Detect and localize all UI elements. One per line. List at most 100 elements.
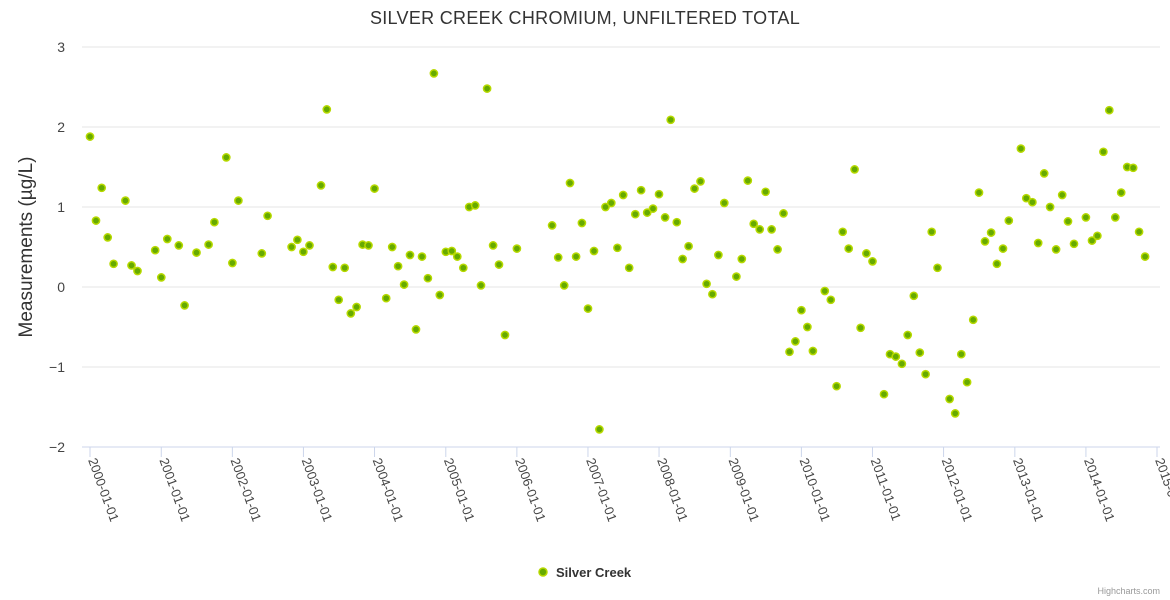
data-point[interactable] bbox=[797, 305, 806, 315]
data-point[interactable] bbox=[891, 352, 901, 361]
data-point[interactable] bbox=[174, 241, 184, 250]
data-point[interactable] bbox=[921, 369, 930, 379]
data-point[interactable] bbox=[387, 242, 397, 252]
data-point[interactable] bbox=[832, 381, 841, 391]
data-point[interactable] bbox=[458, 263, 468, 273]
data-point[interactable] bbox=[613, 243, 622, 253]
data-point[interactable] bbox=[1045, 202, 1055, 212]
data-point[interactable] bbox=[346, 309, 356, 318]
data-point[interactable] bbox=[974, 188, 984, 197]
data-point[interactable] bbox=[998, 244, 1008, 253]
data-point[interactable] bbox=[1004, 216, 1014, 225]
data-point[interactable] bbox=[767, 225, 776, 234]
data-point[interactable] bbox=[933, 263, 942, 273]
data-point[interactable] bbox=[654, 189, 664, 199]
data-point[interactable] bbox=[1021, 193, 1031, 203]
data-point[interactable] bbox=[820, 286, 830, 296]
data-point[interactable] bbox=[405, 250, 415, 260]
data-point[interactable] bbox=[476, 281, 486, 290]
data-point[interactable] bbox=[417, 252, 427, 261]
data-point[interactable] bbox=[862, 249, 871, 258]
data-point[interactable] bbox=[791, 337, 800, 346]
data-point[interactable] bbox=[755, 225, 765, 234]
data-point[interactable] bbox=[719, 198, 729, 208]
data-point[interactable] bbox=[482, 84, 492, 93]
data-point[interactable] bbox=[257, 249, 267, 258]
data-point[interactable] bbox=[826, 295, 836, 305]
data-point[interactable] bbox=[133, 266, 142, 276]
data-point[interactable] bbox=[91, 216, 101, 225]
data-point[interactable] bbox=[642, 208, 652, 217]
data-point[interactable] bbox=[1128, 163, 1138, 173]
data-point[interactable] bbox=[470, 201, 480, 210]
data-point[interactable] bbox=[488, 241, 498, 250]
legend-item-silver-creek[interactable]: Silver Creek bbox=[556, 565, 632, 580]
data-point[interactable] bbox=[743, 176, 753, 185]
data-point[interactable] bbox=[1116, 188, 1126, 197]
data-point[interactable] bbox=[322, 105, 332, 114]
data-point[interactable] bbox=[192, 248, 201, 257]
data-point[interactable] bbox=[221, 153, 231, 162]
data-point[interactable] bbox=[684, 241, 693, 251]
data-point[interactable] bbox=[429, 69, 439, 78]
data-point[interactable] bbox=[909, 291, 919, 301]
data-point[interactable] bbox=[1110, 213, 1120, 222]
data-point[interactable] bbox=[553, 253, 563, 262]
data-point[interactable] bbox=[624, 263, 634, 273]
data-point[interactable] bbox=[381, 293, 391, 303]
data-point[interactable] bbox=[1093, 231, 1102, 241]
data-point[interactable] bbox=[696, 177, 705, 186]
data-point[interactable] bbox=[127, 261, 136, 270]
data-point[interactable] bbox=[968, 315, 978, 325]
data-point[interactable] bbox=[156, 273, 166, 282]
data-point[interactable] bbox=[399, 280, 409, 289]
data-point[interactable] bbox=[950, 409, 960, 418]
data-point[interactable] bbox=[606, 198, 616, 208]
data-point[interactable] bbox=[204, 240, 213, 249]
data-point[interactable] bbox=[334, 295, 344, 305]
data-point[interactable] bbox=[749, 219, 759, 229]
data-point[interactable] bbox=[494, 260, 504, 269]
data-point[interactable] bbox=[956, 349, 966, 359]
data-point[interactable] bbox=[1051, 245, 1061, 254]
data-point[interactable] bbox=[618, 190, 628, 200]
data-point[interactable] bbox=[803, 322, 812, 332]
data-point[interactable] bbox=[234, 196, 243, 205]
data-point[interactable] bbox=[150, 245, 160, 255]
data-point[interactable] bbox=[228, 258, 237, 268]
data-point[interactable] bbox=[162, 234, 172, 244]
data-point[interactable] bbox=[500, 330, 510, 340]
data-point[interactable] bbox=[1039, 169, 1049, 178]
data-point[interactable] bbox=[1134, 227, 1144, 237]
data-point[interactable] bbox=[838, 227, 848, 237]
data-point[interactable] bbox=[927, 227, 937, 237]
data-point[interactable] bbox=[293, 235, 302, 245]
data-point[interactable] bbox=[1057, 190, 1067, 200]
data-point[interactable] bbox=[980, 237, 990, 246]
data-point[interactable] bbox=[702, 279, 711, 289]
data-point[interactable] bbox=[565, 178, 575, 188]
data-point[interactable] bbox=[1104, 105, 1114, 115]
data-point[interactable] bbox=[583, 304, 593, 313]
data-point[interactable] bbox=[897, 359, 907, 369]
data-point[interactable] bbox=[856, 323, 865, 333]
legend[interactable]: Silver Creek bbox=[538, 565, 632, 580]
data-point[interactable] bbox=[97, 183, 107, 193]
data-point[interactable] bbox=[666, 115, 676, 125]
data-point[interactable] bbox=[547, 221, 557, 230]
data-point[interactable] bbox=[109, 259, 118, 269]
data-point[interactable] bbox=[595, 425, 604, 434]
data-point[interactable] bbox=[103, 233, 113, 242]
data-point[interactable] bbox=[785, 347, 794, 357]
data-point[interactable] bbox=[263, 211, 272, 221]
data-point[interactable] bbox=[732, 272, 741, 281]
data-point[interactable] bbox=[678, 254, 687, 264]
data-point[interactable] bbox=[447, 246, 457, 256]
data-point[interactable] bbox=[868, 257, 877, 266]
data-point[interactable] bbox=[1140, 252, 1150, 261]
data-point[interactable] bbox=[364, 241, 373, 250]
data-point[interactable] bbox=[316, 181, 326, 190]
data-point[interactable] bbox=[577, 218, 587, 228]
data-point[interactable] bbox=[761, 187, 770, 197]
data-point[interactable] bbox=[636, 185, 646, 195]
